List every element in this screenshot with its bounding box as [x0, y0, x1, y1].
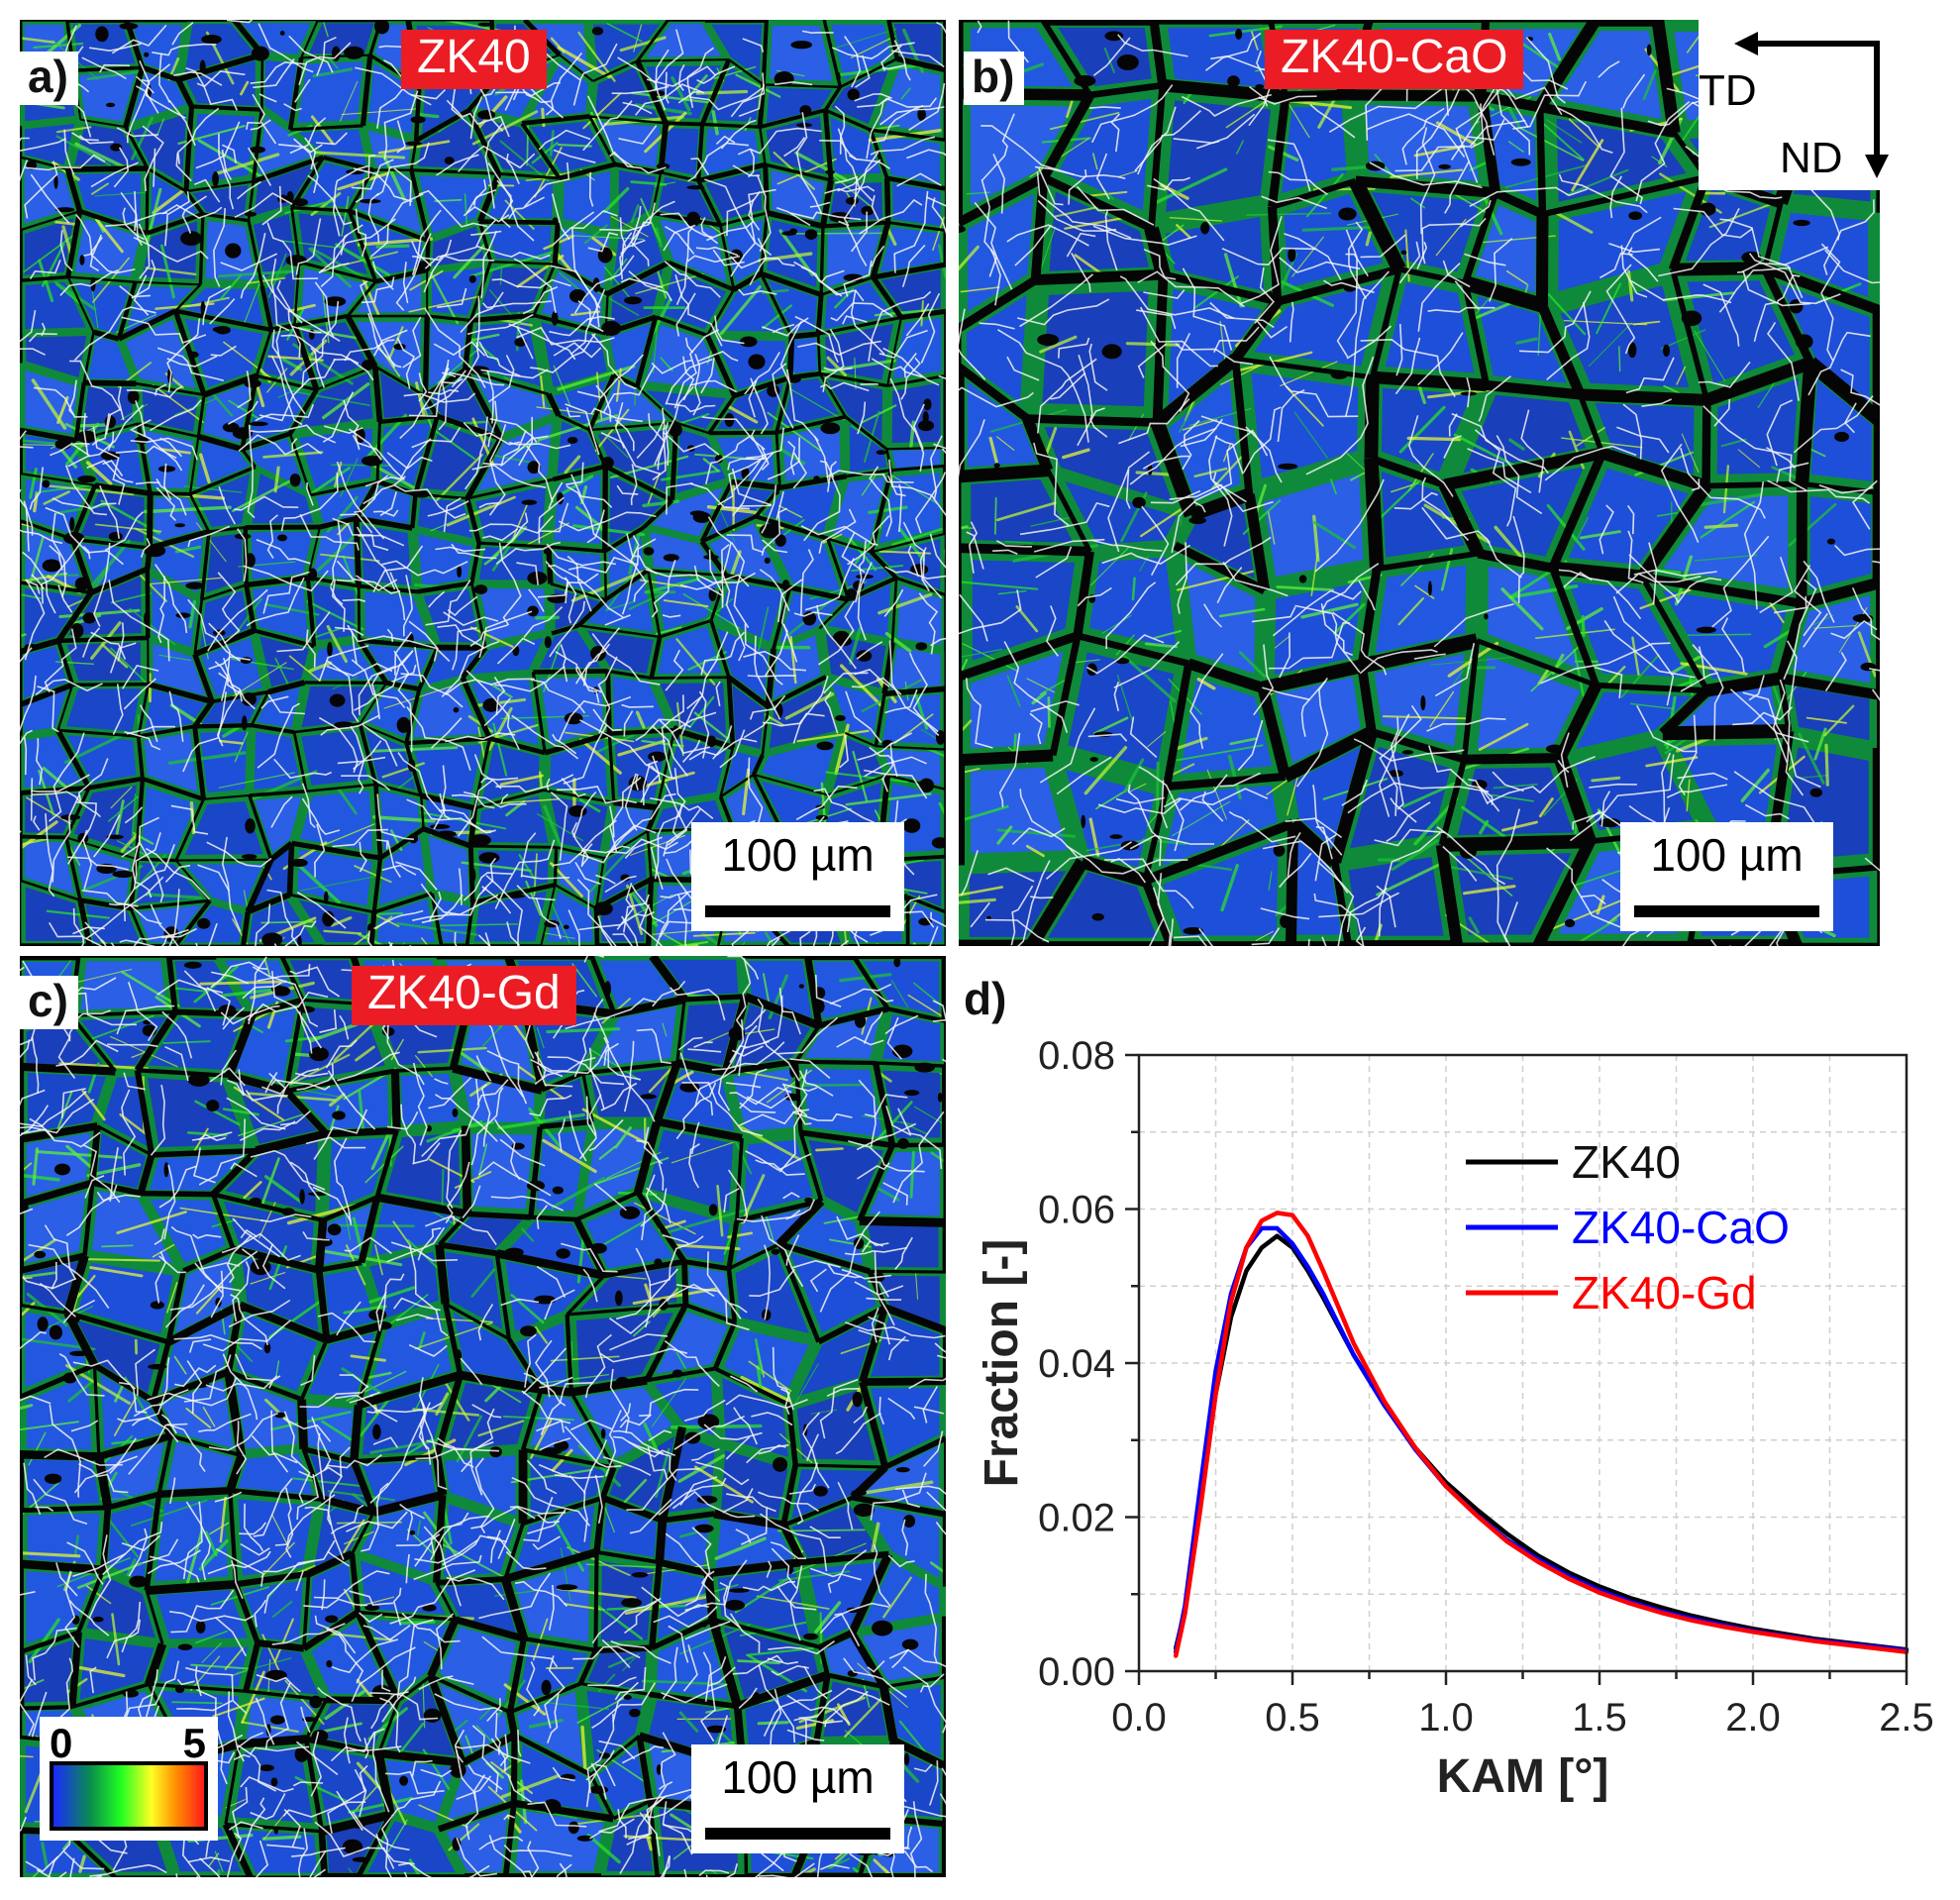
- panel-label-b: b): [964, 52, 1024, 105]
- kam-map-zk40: [20, 20, 946, 946]
- scale-bar-a: 100 µm: [691, 822, 904, 931]
- scale-bar-label: 100 µm: [691, 832, 904, 878]
- y-tick-label: 0.00: [1038, 1650, 1115, 1694]
- scale-bar-line: [705, 905, 890, 917]
- direction-nd: ND: [1780, 137, 1843, 180]
- series-line-zk40-gd: [1176, 1213, 1907, 1655]
- grid: [1139, 1055, 1907, 1671]
- title-badge-zk40-gd: ZK40-Gd: [352, 966, 576, 1025]
- x-tick-label: 1.0: [1418, 1696, 1474, 1740]
- kam-distribution-chart: 0.0 0.5 1.0 1.5 2.0 2.5 0.00 0.02 0.04 0.06 0.08 KA…: [956, 956, 1960, 1895]
- scale-bar-label: 100 µm: [1620, 832, 1833, 878]
- legend: ZK40 ZK40-CaO ZK40-Gd: [1466, 1136, 1790, 1319]
- legend-label-zk40-cao: ZK40-CaO: [1572, 1202, 1790, 1253]
- series-group: [1176, 1213, 1907, 1655]
- panel-c: c) ZK40-Gd 0 5 100 µm: [0, 956, 951, 1895]
- scale-bar-b: 100 µm: [1620, 822, 1833, 931]
- panel-a: a) ZK40 100 µm: [0, 0, 951, 956]
- colorbar-max: 5: [183, 1723, 206, 1764]
- colorbar-min: 0: [50, 1723, 72, 1764]
- direction-td: TD: [1699, 69, 1757, 113]
- y-tick-label: 0.02: [1038, 1497, 1115, 1540]
- y-tick-label: 0.04: [1038, 1342, 1115, 1386]
- scale-bar-line: [705, 1828, 890, 1840]
- colorbar-gradient: [50, 1761, 208, 1831]
- legend-label-zk40: ZK40: [1572, 1136, 1681, 1188]
- ticks: [1125, 1055, 1907, 1685]
- panel-label-c: c): [20, 976, 78, 1029]
- series-line-zk40: [1176, 1236, 1907, 1650]
- x-axis-label: KAM [°]: [1437, 1750, 1609, 1803]
- x-tick-label: 2.0: [1725, 1696, 1781, 1740]
- scale-bar-c: 100 µm: [691, 1744, 904, 1853]
- panel-label-a: a): [20, 52, 78, 105]
- y-axis-label: Fraction [-]: [976, 1239, 1028, 1488]
- y-tick-label: 0.08: [1038, 1034, 1115, 1078]
- panel-b: b) ZK40-CaO TD ND 100 µm: [956, 0, 1960, 956]
- x-tick-label: 2.5: [1879, 1696, 1934, 1740]
- x-tick-label: 1.5: [1572, 1696, 1627, 1740]
- scale-bar-label: 100 µm: [691, 1754, 904, 1800]
- kam-colorbar: 0 5: [40, 1717, 218, 1841]
- title-badge-zk40: ZK40: [401, 30, 547, 89]
- y-tick-label: 0.06: [1038, 1189, 1115, 1232]
- title-badge-zk40-cao: ZK40-CaO: [1265, 30, 1523, 89]
- x-tick-label: 0.5: [1265, 1696, 1320, 1740]
- legend-label-zk40-gd: ZK40-Gd: [1572, 1267, 1757, 1319]
- direction-indicator: TD ND: [1699, 20, 1926, 190]
- scale-bar-line: [1634, 905, 1819, 917]
- x-tick-label: 0.0: [1111, 1696, 1167, 1740]
- panel-label-d: d): [964, 976, 1006, 1021]
